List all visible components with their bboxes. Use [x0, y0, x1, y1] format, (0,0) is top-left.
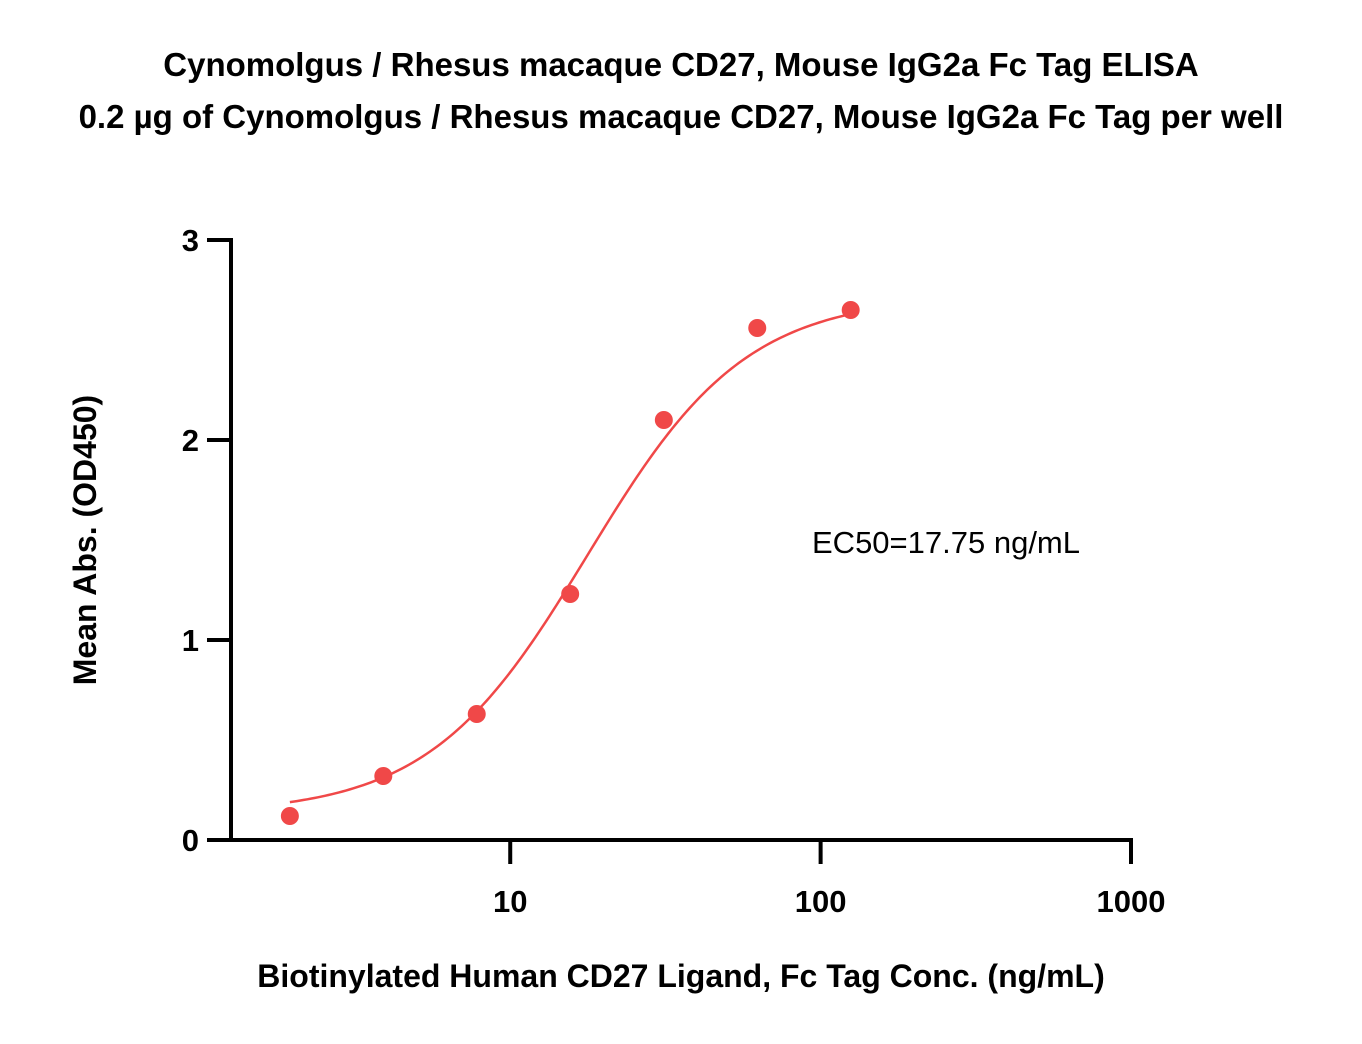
data-point	[561, 585, 580, 603]
y-tick-label: 0	[182, 823, 199, 858]
data-point	[841, 301, 860, 319]
x-tick-label: 1000	[1097, 884, 1166, 919]
chart-title: Cynomolgus / Rhesus macaque CD27, Mouse …	[163, 46, 1199, 83]
data-point	[280, 807, 299, 825]
axes: 0 1 2 3 10 100 1000	[182, 223, 1166, 919]
y-tick-label: 2	[182, 423, 199, 458]
data-point	[654, 411, 673, 429]
y-axis-label: Mean Abs. (OD450)	[67, 395, 103, 685]
x-axis-label: Biotinylated Human CD27 Ligand, Fc Tag C…	[257, 958, 1104, 994]
data-point	[374, 767, 393, 785]
data-point	[467, 705, 486, 723]
y-tick-label: 1	[182, 623, 199, 658]
fit-curve	[289, 312, 851, 804]
x-tick-label: 10	[493, 884, 527, 919]
ec50-annotation: EC50=17.75 ng/mL	[812, 525, 1080, 560]
y-tick-label: 3	[182, 223, 199, 258]
data-point	[748, 319, 767, 337]
chart-subtitle: 0.2 µg of Cynomolgus / Rhesus macaque CD…	[78, 98, 1284, 135]
fit-curve-group	[289, 312, 851, 804]
data-points	[280, 301, 860, 825]
x-tick-label: 100	[795, 884, 847, 919]
